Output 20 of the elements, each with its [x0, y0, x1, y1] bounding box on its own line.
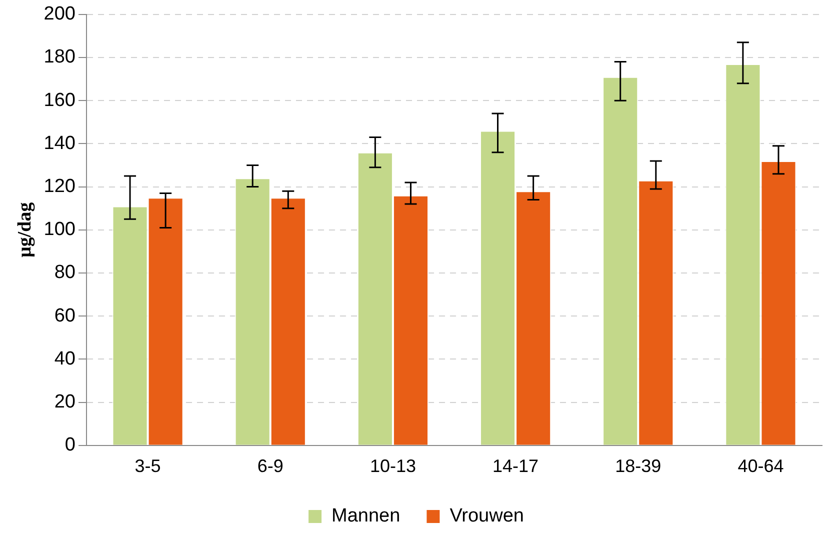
x-tick-label: 14-17 — [492, 456, 539, 476]
legend-label: Mannen — [332, 506, 400, 527]
x-tick-label: 10-13 — [370, 456, 416, 476]
y-tick-label: 160 — [44, 90, 76, 111]
y-tick-label: 100 — [44, 219, 76, 240]
y-tick-label: 80 — [54, 262, 76, 284]
y-tick-label: 60 — [54, 305, 76, 326]
y-axis-title: µg/dag — [14, 202, 36, 258]
y-tick-label: 120 — [44, 176, 76, 198]
y-tick-label: 180 — [44, 46, 76, 68]
y-tick-label: 200 — [44, 4, 76, 25]
y-tick-label: 40 — [54, 348, 76, 370]
y-tick-label: 0 — [64, 434, 76, 456]
y-tick-label: 20 — [54, 392, 76, 413]
x-tick-label: 6-9 — [257, 456, 284, 476]
y-tick-label: 140 — [44, 132, 76, 154]
x-tick-label: 18-39 — [615, 456, 662, 476]
x-tick-label: 40-64 — [738, 456, 784, 476]
legend-label: Vrouwen — [450, 506, 524, 527]
x-tick-label: 3-5 — [134, 456, 161, 476]
